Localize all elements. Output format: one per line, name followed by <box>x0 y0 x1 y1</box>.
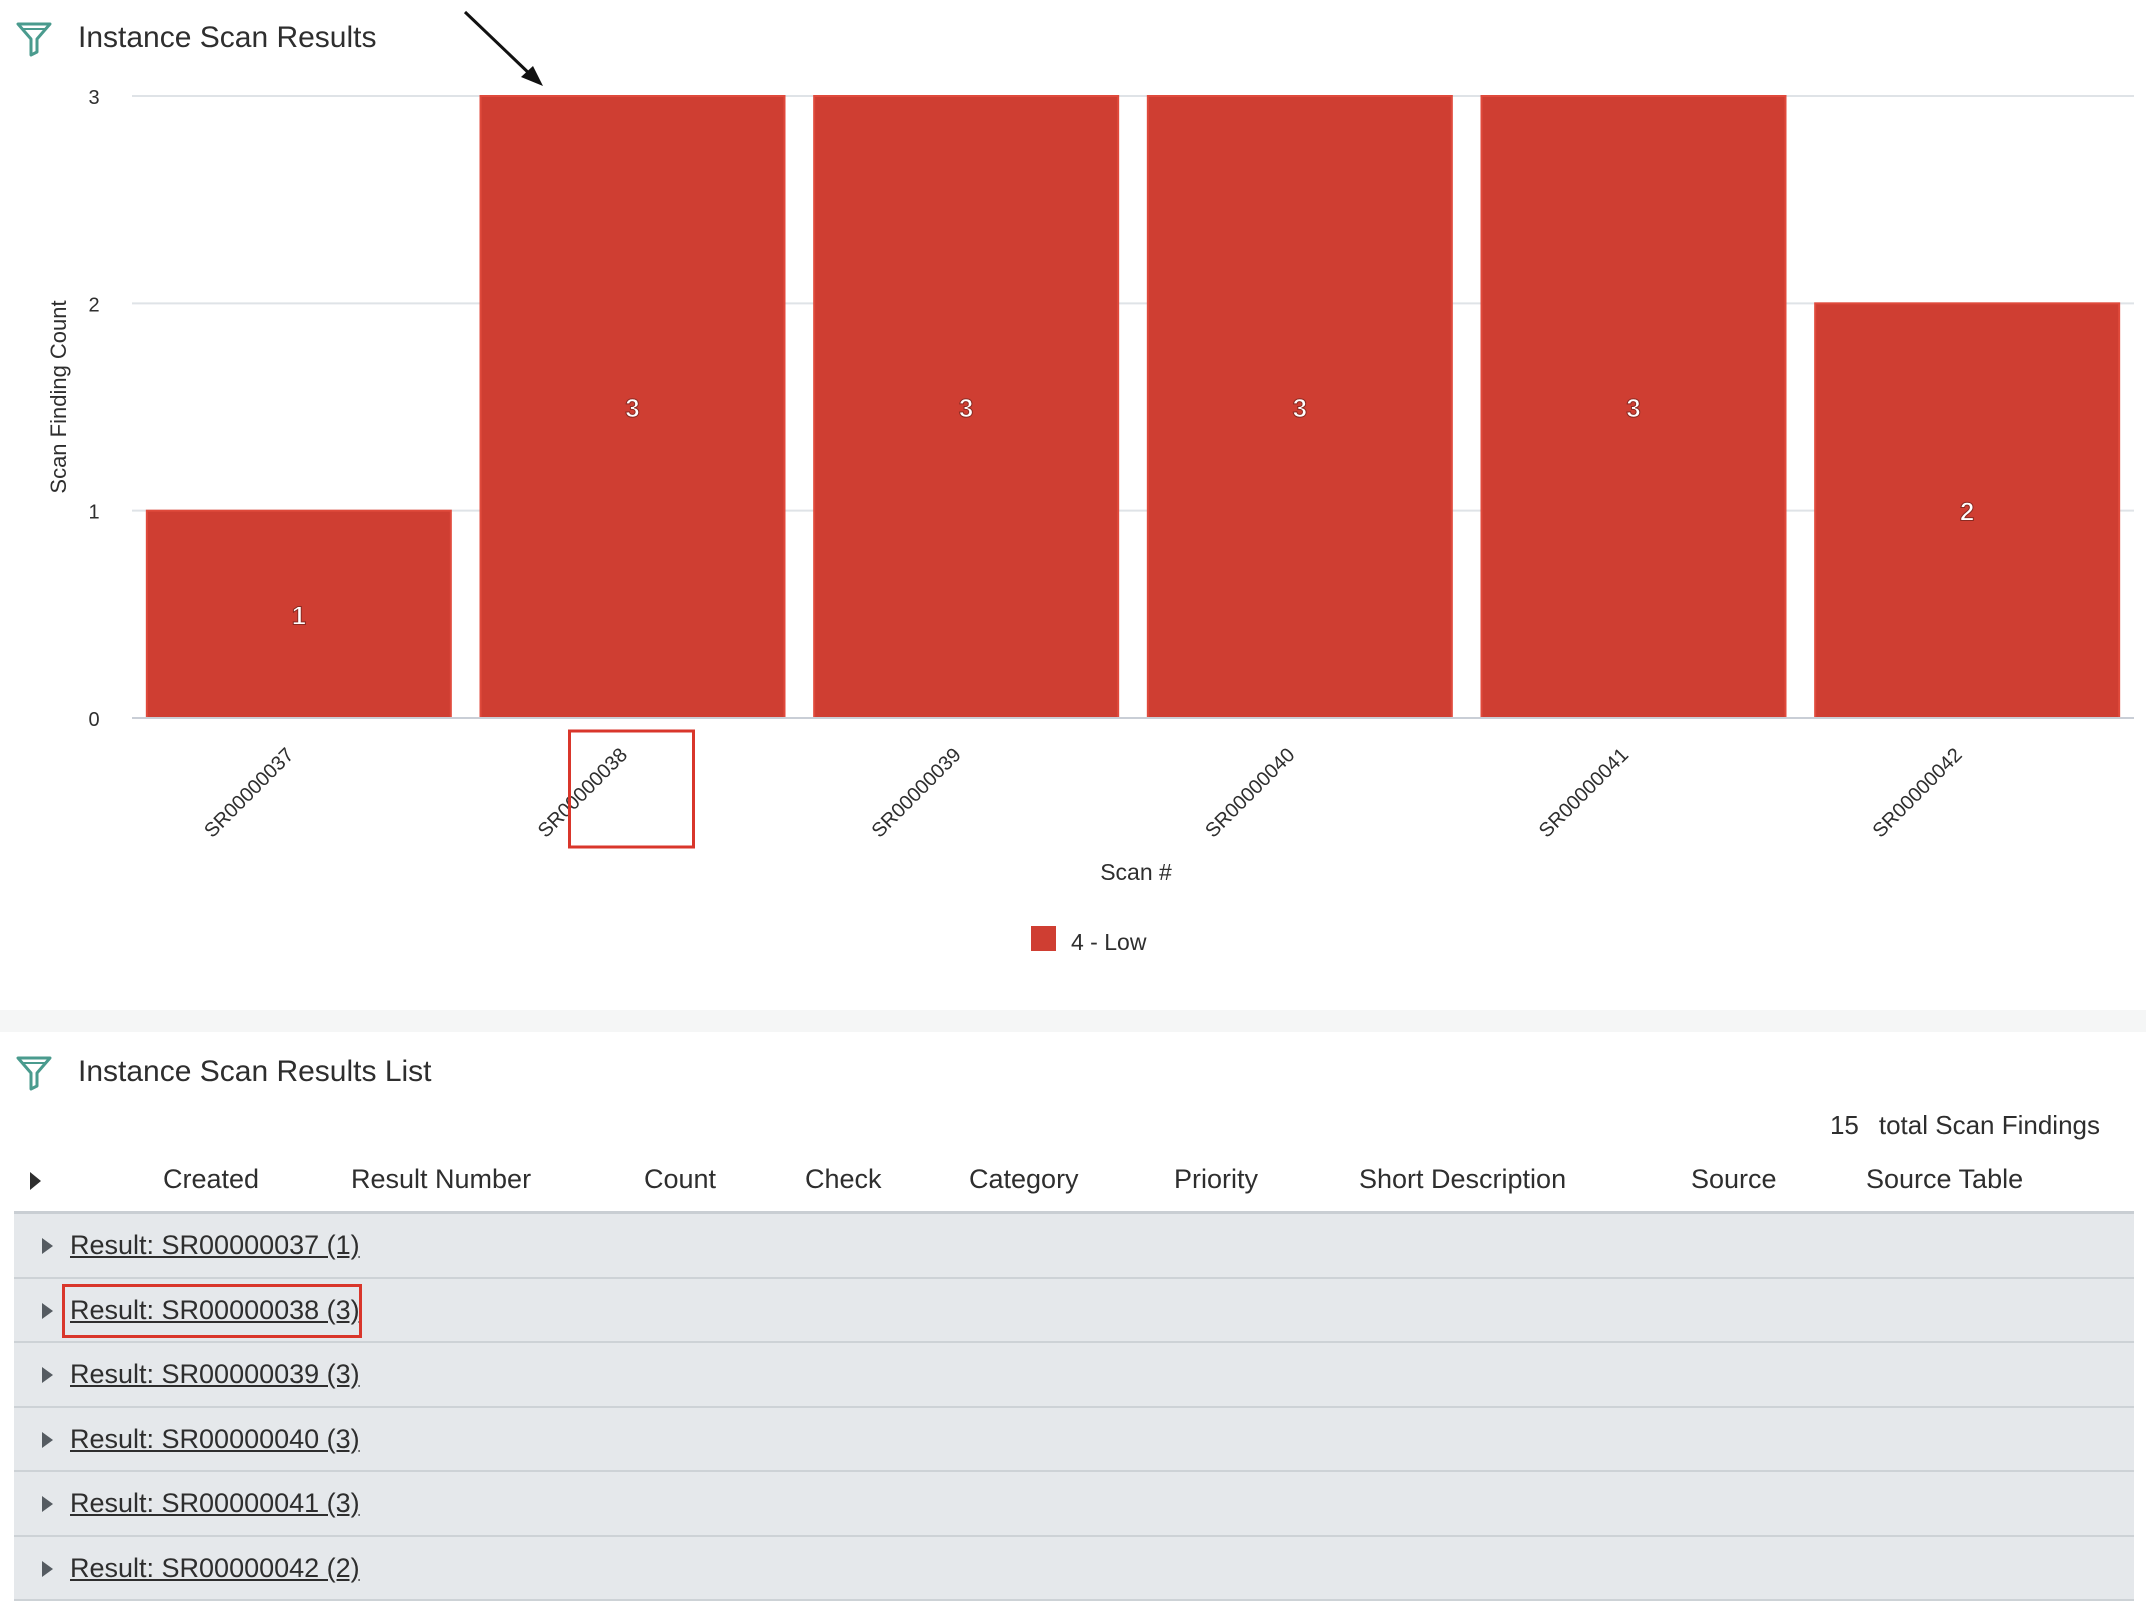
bar <box>145 509 452 719</box>
chart-widget-header: Instance Scan Results <box>14 18 377 58</box>
bar <box>1814 302 2121 719</box>
group-link[interactable]: Result: SR00000038 (3) <box>70 1294 360 1325</box>
bar <box>1480 95 1787 719</box>
chart-widget: 0 1 2 3 Scan Finding Count 1 SR00000037 3 SR0000… <box>14 10 2134 955</box>
x-tick-label: SR00000038 <box>534 744 632 842</box>
bar <box>813 95 1120 719</box>
column-header-priority[interactable]: Priority <box>1174 1164 1259 1194</box>
total-findings: 15 total Scan Findings <box>1830 1110 2100 1141</box>
expand-caret-icon[interactable] <box>42 1560 53 1577</box>
data-label: 3 <box>1626 393 1640 423</box>
column-header-source-table[interactable]: Source Table <box>1866 1164 2024 1194</box>
group-row: Result: SR00000041 (3) <box>14 1472 2134 1537</box>
group-row: Result: SR00000040 (3) <box>14 1407 2134 1472</box>
y-tick-label: 0 <box>88 709 99 731</box>
bar <box>1146 95 1453 719</box>
list-widget-header: Instance Scan Results List <box>14 1052 432 1092</box>
column-header-count[interactable]: Count <box>644 1164 717 1194</box>
group-row: Result: SR00000042 (2) <box>14 1536 2134 1601</box>
list-widget: Instance Scan Results List 15 total Scan … <box>0 1032 2146 1606</box>
data-label: 1 <box>292 600 306 630</box>
data-label: 3 <box>1293 393 1307 423</box>
group-link[interactable]: Result: SR00000037 (1) <box>70 1230 360 1260</box>
data-label: 3 <box>625 393 639 423</box>
list-header-row: Created Result Number Count Check Catego… <box>14 1150 2134 1214</box>
group-link[interactable]: Result: SR00000042 (2) <box>70 1552 360 1583</box>
expand-caret-icon[interactable] <box>42 1302 53 1319</box>
column-header-category[interactable]: Category <box>969 1164 1079 1194</box>
total-count: 15 <box>1829 1110 1859 1140</box>
group-row: Result: SR00000038 (3) <box>14 1278 2134 1343</box>
y-tick-label: 1 <box>88 502 99 524</box>
x-tick-label: SR00000041 <box>1535 744 1633 842</box>
chart-widget-title: Instance Scan Results <box>78 21 377 54</box>
group-row: Result: SR00000039 (3) <box>14 1343 2134 1408</box>
total-label: total Scan Findings <box>1878 1110 2100 1140</box>
x-tick-label: SR00000039 <box>868 744 966 842</box>
y-axis-label: Scan Finding Count <box>46 300 71 493</box>
group-link[interactable]: Result: SR00000039 (3) <box>70 1359 360 1389</box>
group-row: Result: SR00000037 (1) <box>14 1214 2134 1279</box>
data-label: 3 <box>959 393 973 423</box>
list-widget-title: Instance Scan Results List <box>78 1055 432 1088</box>
highlight-box <box>568 729 695 849</box>
legend-swatch <box>1031 926 1056 951</box>
expand-caret-icon[interactable] <box>42 1496 53 1512</box>
expand-caret-icon[interactable] <box>42 1238 53 1254</box>
filter-icon[interactable] <box>14 1052 54 1092</box>
x-tick-label: SR00000040 <box>1201 744 1299 842</box>
column-header-source[interactable]: Source <box>1691 1164 1777 1194</box>
column-header-result-number[interactable]: Result Number <box>351 1164 532 1194</box>
y-tick-label: 2 <box>88 294 99 316</box>
widget-divider <box>0 1010 2146 1032</box>
arrow-annotation-head <box>521 66 543 86</box>
y-tick-label: 3 <box>88 87 99 109</box>
group-rows: Result: SR00000037 (1) Result: SR0000003… <box>14 1214 2134 1601</box>
legend-label: 4 - Low <box>1071 929 1147 955</box>
group-link[interactable]: Result: SR00000041 (3) <box>70 1488 360 1518</box>
expand-caret-icon[interactable] <box>42 1431 53 1448</box>
expand-caret-icon[interactable] <box>42 1367 53 1383</box>
group-link[interactable]: Result: SR00000040 (3) <box>70 1423 360 1454</box>
x-tick-label: SR00000037 <box>200 744 298 842</box>
x-axis-label: Scan # <box>1100 859 1172 885</box>
arrow-annotation <box>463 10 536 80</box>
bar-chart: 0 1 2 3 Scan Finding Count 1 SR00000037 3 SR0000… <box>46 10 2134 955</box>
filter-icon[interactable] <box>14 18 54 58</box>
x-tick-label: SR00000042 <box>1869 744 1967 842</box>
column-header-created[interactable]: Created <box>163 1164 260 1194</box>
column-header-short-description[interactable]: Short Description <box>1359 1164 1567 1194</box>
data-label: 2 <box>1960 497 1974 527</box>
expand-all-caret-icon[interactable] <box>30 1172 41 1190</box>
column-header-check[interactable]: Check <box>805 1164 882 1194</box>
highlight-box <box>62 1283 362 1338</box>
